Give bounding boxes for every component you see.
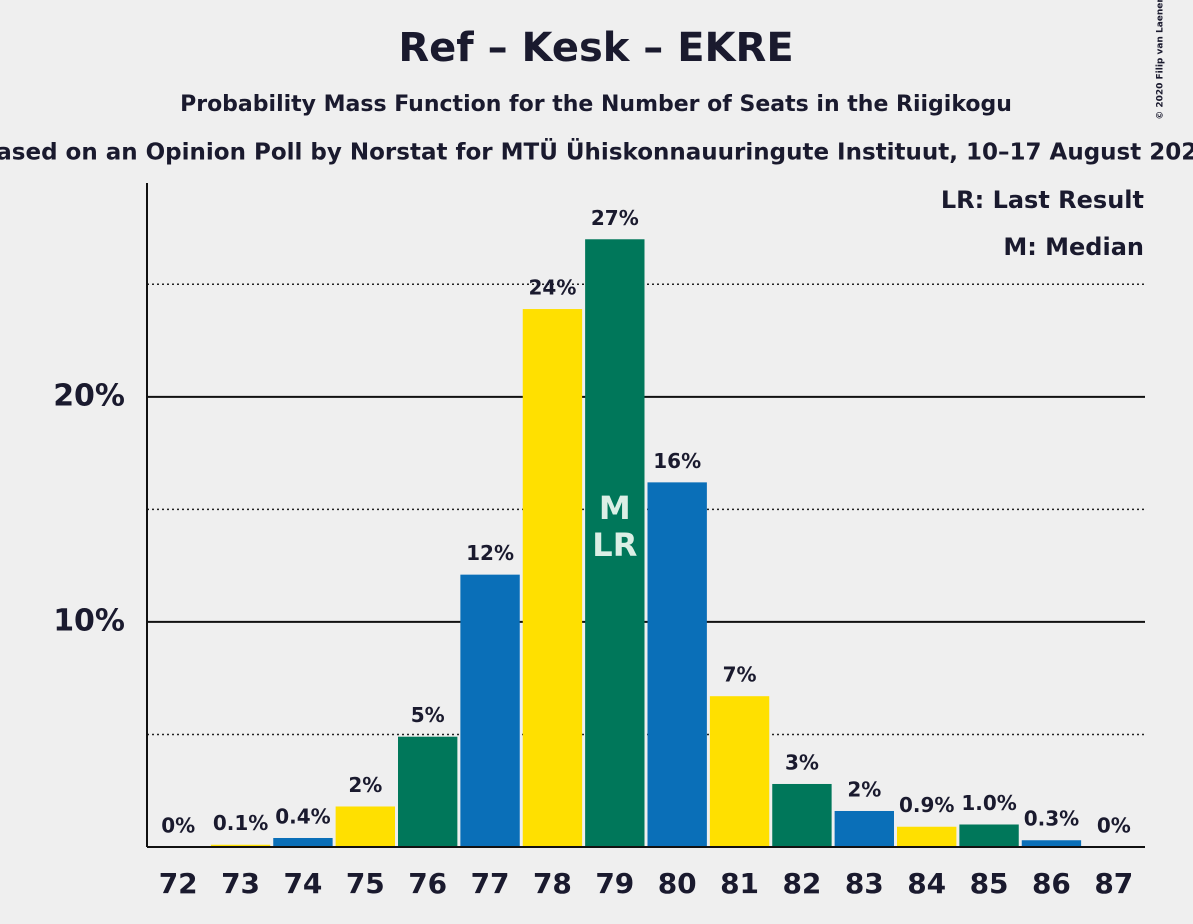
data-label: 0.9% [899,793,954,817]
bar [709,696,770,847]
legend-note: LR: Last Result [941,186,1144,214]
bar [647,482,707,847]
data-label: 2% [847,777,881,801]
x-tick-label: 84 [907,867,946,900]
x-tick-label: 82 [782,867,821,900]
y-tick-label: 10% [53,603,125,638]
data-label: 2% [348,773,382,797]
legend-note: M: Median [1003,233,1144,261]
x-tick-label: 75 [346,867,385,900]
x-tick-label: 87 [1094,867,1133,900]
bar [585,239,645,847]
data-label: 0.4% [275,804,330,828]
x-tick-label: 73 [221,867,260,900]
x-tick-label: 81 [720,867,759,900]
bar [522,309,583,847]
x-tick-label: 80 [658,867,697,900]
y-tick-label: 20% [53,378,125,413]
data-label: 3% [785,750,819,774]
credit: © 2020 Filip van Laenen [1156,0,1166,120]
bar [398,736,458,847]
x-tick-label: 78 [533,867,572,900]
x-tick-label: 85 [970,867,1009,900]
data-label: 27% [591,206,639,230]
bar [460,574,520,847]
x-tick-label: 76 [408,867,447,900]
annotation: M [599,489,631,527]
bar [834,810,894,847]
bar [273,837,333,847]
chart-subtitle: Probability Mass Function for the Number… [180,92,1012,117]
data-label: 0% [161,814,195,838]
data-label: 7% [723,663,757,687]
data-label: 0.1% [213,811,268,835]
bar [335,806,395,847]
x-tick-label: 83 [845,867,884,900]
x-tick-label: 74 [283,867,322,900]
bar [959,824,1019,847]
bar [897,826,957,847]
chart-title: Ref – Kesk – EKRE [398,25,793,71]
x-tick-label: 79 [595,867,634,900]
data-label: 5% [411,703,445,727]
chart-caption: Based on an Opinion Poll by Norstat for … [0,138,1193,166]
bar [772,783,832,847]
bar [1021,840,1082,847]
x-tick-label: 86 [1032,867,1071,900]
data-label: 24% [529,276,577,300]
bar [210,844,271,847]
data-label: 16% [653,449,701,473]
annotation: LR [592,526,637,564]
data-label: 0% [1097,814,1131,838]
data-label: 0.3% [1024,807,1079,831]
x-tick-label: 77 [471,867,510,900]
data-label: 1.0% [961,791,1016,815]
x-tick-label: 72 [159,867,198,900]
data-label: 12% [466,541,514,565]
